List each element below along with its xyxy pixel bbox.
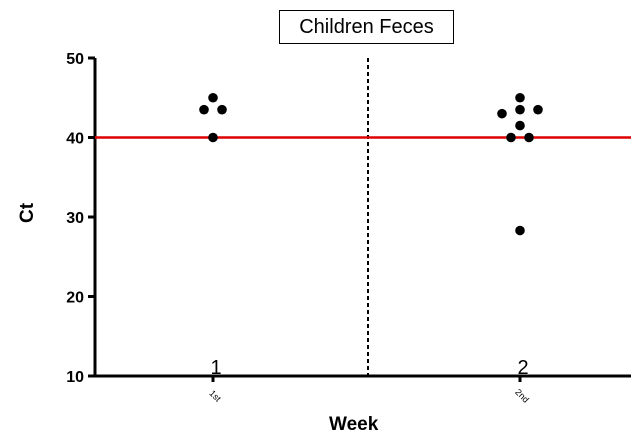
x-group-digit: 1: [210, 357, 221, 379]
data-point: [217, 104, 227, 115]
data-point: [515, 225, 525, 236]
data-point: [208, 92, 218, 103]
chart-title: Children Feces: [279, 10, 454, 44]
data-point: [515, 104, 525, 115]
data-point: [515, 120, 525, 131]
y-tick-label: 50: [66, 51, 84, 68]
data-point: [208, 132, 218, 143]
data-point: [524, 132, 534, 143]
x-tick-label: 1st: [207, 388, 223, 404]
x-axis-title: Week: [329, 414, 379, 435]
y-tick-label: 40: [66, 131, 84, 148]
x-tick-label: 2nd: [513, 387, 531, 405]
data-point: [497, 108, 507, 119]
data-point: [506, 132, 516, 143]
y-tick-label: 20: [66, 290, 84, 307]
data-point: [199, 104, 209, 115]
data-point: [515, 92, 525, 103]
data-point: [533, 104, 543, 115]
y-tick-label: 30: [66, 210, 84, 227]
y-tick-label: 10: [66, 369, 84, 386]
x-group-digit: 2: [517, 357, 528, 379]
